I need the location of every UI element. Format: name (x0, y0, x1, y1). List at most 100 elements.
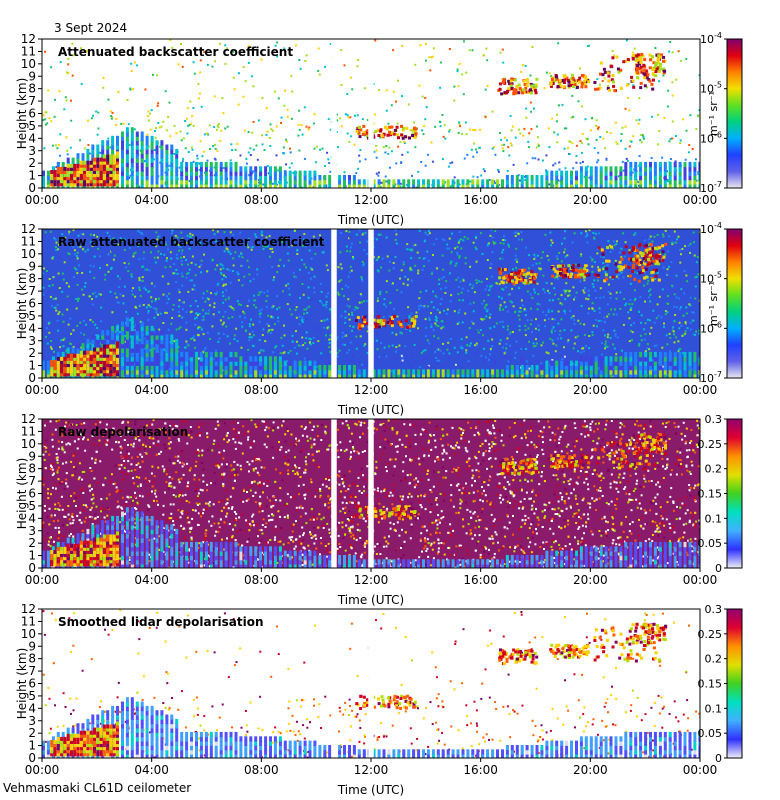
y-tick-label: 0 (28, 561, 36, 575)
colorbar-tick-label: 0.15 (698, 488, 723, 501)
x-tick-label: 04:00 (134, 193, 169, 207)
y-tick-label: 2 (28, 346, 36, 360)
y-tick-label: 12 (21, 222, 36, 236)
x-tick-label: 12:00 (354, 763, 389, 777)
colorbar (726, 228, 743, 379)
x-tick-label: 08:00 (244, 763, 279, 777)
y-tick-label: 1 (28, 169, 36, 183)
x-tick-label: 00:00 (683, 383, 718, 397)
y-tick-label: 7 (28, 94, 36, 108)
y-tick-label: 1 (28, 359, 36, 373)
y-tick-label: 11 (21, 44, 36, 58)
colorbar-tick-label: 10-7 (700, 370, 722, 385)
y-axis-label: Height (km) (15, 268, 29, 339)
x-tick-label: 04:00 (134, 763, 169, 777)
x-tick-label: 04:00 (134, 573, 169, 587)
colorbar-tick-label: 10-4 (700, 221, 722, 236)
y-tick-label: 10 (21, 627, 36, 641)
x-tick-label: 00:00 (25, 383, 60, 397)
data-gap (331, 229, 337, 378)
colorbar (726, 38, 743, 189)
colorbar-tick-label: 0.2 (705, 653, 723, 666)
x-tick-label: 00:00 (683, 573, 718, 587)
y-tick-label: 3 (28, 144, 36, 158)
colorbar-tick-label: 0.25 (698, 628, 723, 641)
x-tick-label: 16:00 (463, 383, 498, 397)
x-tick-label: 20:00 (573, 573, 608, 587)
y-tick-label: 6 (28, 107, 36, 121)
heatmap-plot-2 (42, 229, 700, 378)
x-axis-label: Time (UTC) (337, 783, 404, 797)
y-tick-label: 9 (28, 69, 36, 83)
instrument-label: Vehmasmaki CL61D ceilometer (3, 781, 192, 795)
colorbar-tick-label: 0.05 (698, 537, 723, 550)
y-tick-label: 0 (28, 751, 36, 765)
x-tick-label: 20:00 (573, 193, 608, 207)
y-tick-label: 4 (28, 131, 36, 145)
x-axis-label: Time (UTC) (337, 213, 404, 227)
colorbar-tick-label: 0.25 (698, 438, 723, 451)
colorbar (726, 608, 743, 759)
colorbar-tick-label: 0 (715, 562, 722, 575)
colorbar (726, 418, 743, 569)
data-gap (368, 609, 374, 758)
colorbar-tick-label: 0 (715, 752, 722, 765)
colorbar-tick-label: 0.05 (698, 727, 723, 740)
data-gap (368, 39, 374, 188)
heatmap-plot-1 (42, 39, 700, 188)
y-tick-label: 2 (28, 726, 36, 740)
x-tick-label: 00:00 (25, 573, 60, 587)
y-tick-label: 4 (28, 701, 36, 715)
x-tick-label: 20:00 (573, 763, 608, 777)
y-tick-label: 8 (28, 82, 36, 96)
colorbar-tick-label: 10-5 (700, 81, 722, 96)
heatmap-plot-4 (42, 609, 700, 758)
y-tick-label: 11 (21, 234, 36, 248)
x-tick-label: 08:00 (244, 193, 279, 207)
y-tick-label: 9 (28, 449, 36, 463)
x-tick-label: 04:00 (134, 383, 169, 397)
y-tick-label: 11 (21, 614, 36, 628)
x-tick-label: 12:00 (354, 573, 389, 587)
colorbar-unit-label: m⁻¹ sr⁻¹ (707, 91, 720, 136)
x-tick-label: 16:00 (463, 193, 498, 207)
y-tick-label: 0 (28, 181, 36, 195)
y-tick-label: 6 (28, 297, 36, 311)
y-tick-label: 0 (28, 371, 36, 385)
y-tick-label: 10 (21, 437, 36, 451)
y-axis-label: Height (km) (15, 648, 29, 719)
x-tick-label: 08:00 (244, 383, 279, 397)
y-tick-label: 5 (28, 119, 36, 133)
y-tick-label: 2 (28, 536, 36, 550)
y-tick-label: 8 (28, 652, 36, 666)
colorbar-tick-label: 0.3 (705, 603, 723, 616)
data-gap (368, 419, 374, 568)
x-tick-label: 00:00 (25, 763, 60, 777)
colorbar-tick-label: 10-7 (700, 180, 722, 195)
x-tick-label: 00:00 (683, 763, 718, 777)
x-tick-label: 20:00 (573, 383, 608, 397)
y-tick-label: 5 (28, 689, 36, 703)
y-tick-label: 5 (28, 499, 36, 513)
data-gap (331, 39, 337, 188)
colorbar-unit-label: m⁻¹ sr⁻¹ (707, 281, 720, 326)
y-tick-label: 8 (28, 272, 36, 286)
y-tick-label: 7 (28, 284, 36, 298)
y-tick-label: 7 (28, 474, 36, 488)
y-tick-label: 6 (28, 487, 36, 501)
x-axis-label: Time (UTC) (337, 403, 404, 417)
x-tick-label: 12:00 (354, 383, 389, 397)
y-tick-label: 12 (21, 602, 36, 616)
heatmap-plot-3 (42, 419, 700, 568)
x-tick-label: 16:00 (463, 763, 498, 777)
y-tick-label: 3 (28, 524, 36, 538)
colorbar-tick-label: 10-6 (700, 130, 722, 145)
y-tick-label: 6 (28, 677, 36, 691)
y-tick-label: 4 (28, 511, 36, 525)
y-tick-label: 2 (28, 156, 36, 170)
colorbar-tick-label: 10-4 (700, 31, 722, 46)
y-tick-label: 9 (28, 639, 36, 653)
date-label: 3 Sept 2024 (54, 21, 128, 35)
